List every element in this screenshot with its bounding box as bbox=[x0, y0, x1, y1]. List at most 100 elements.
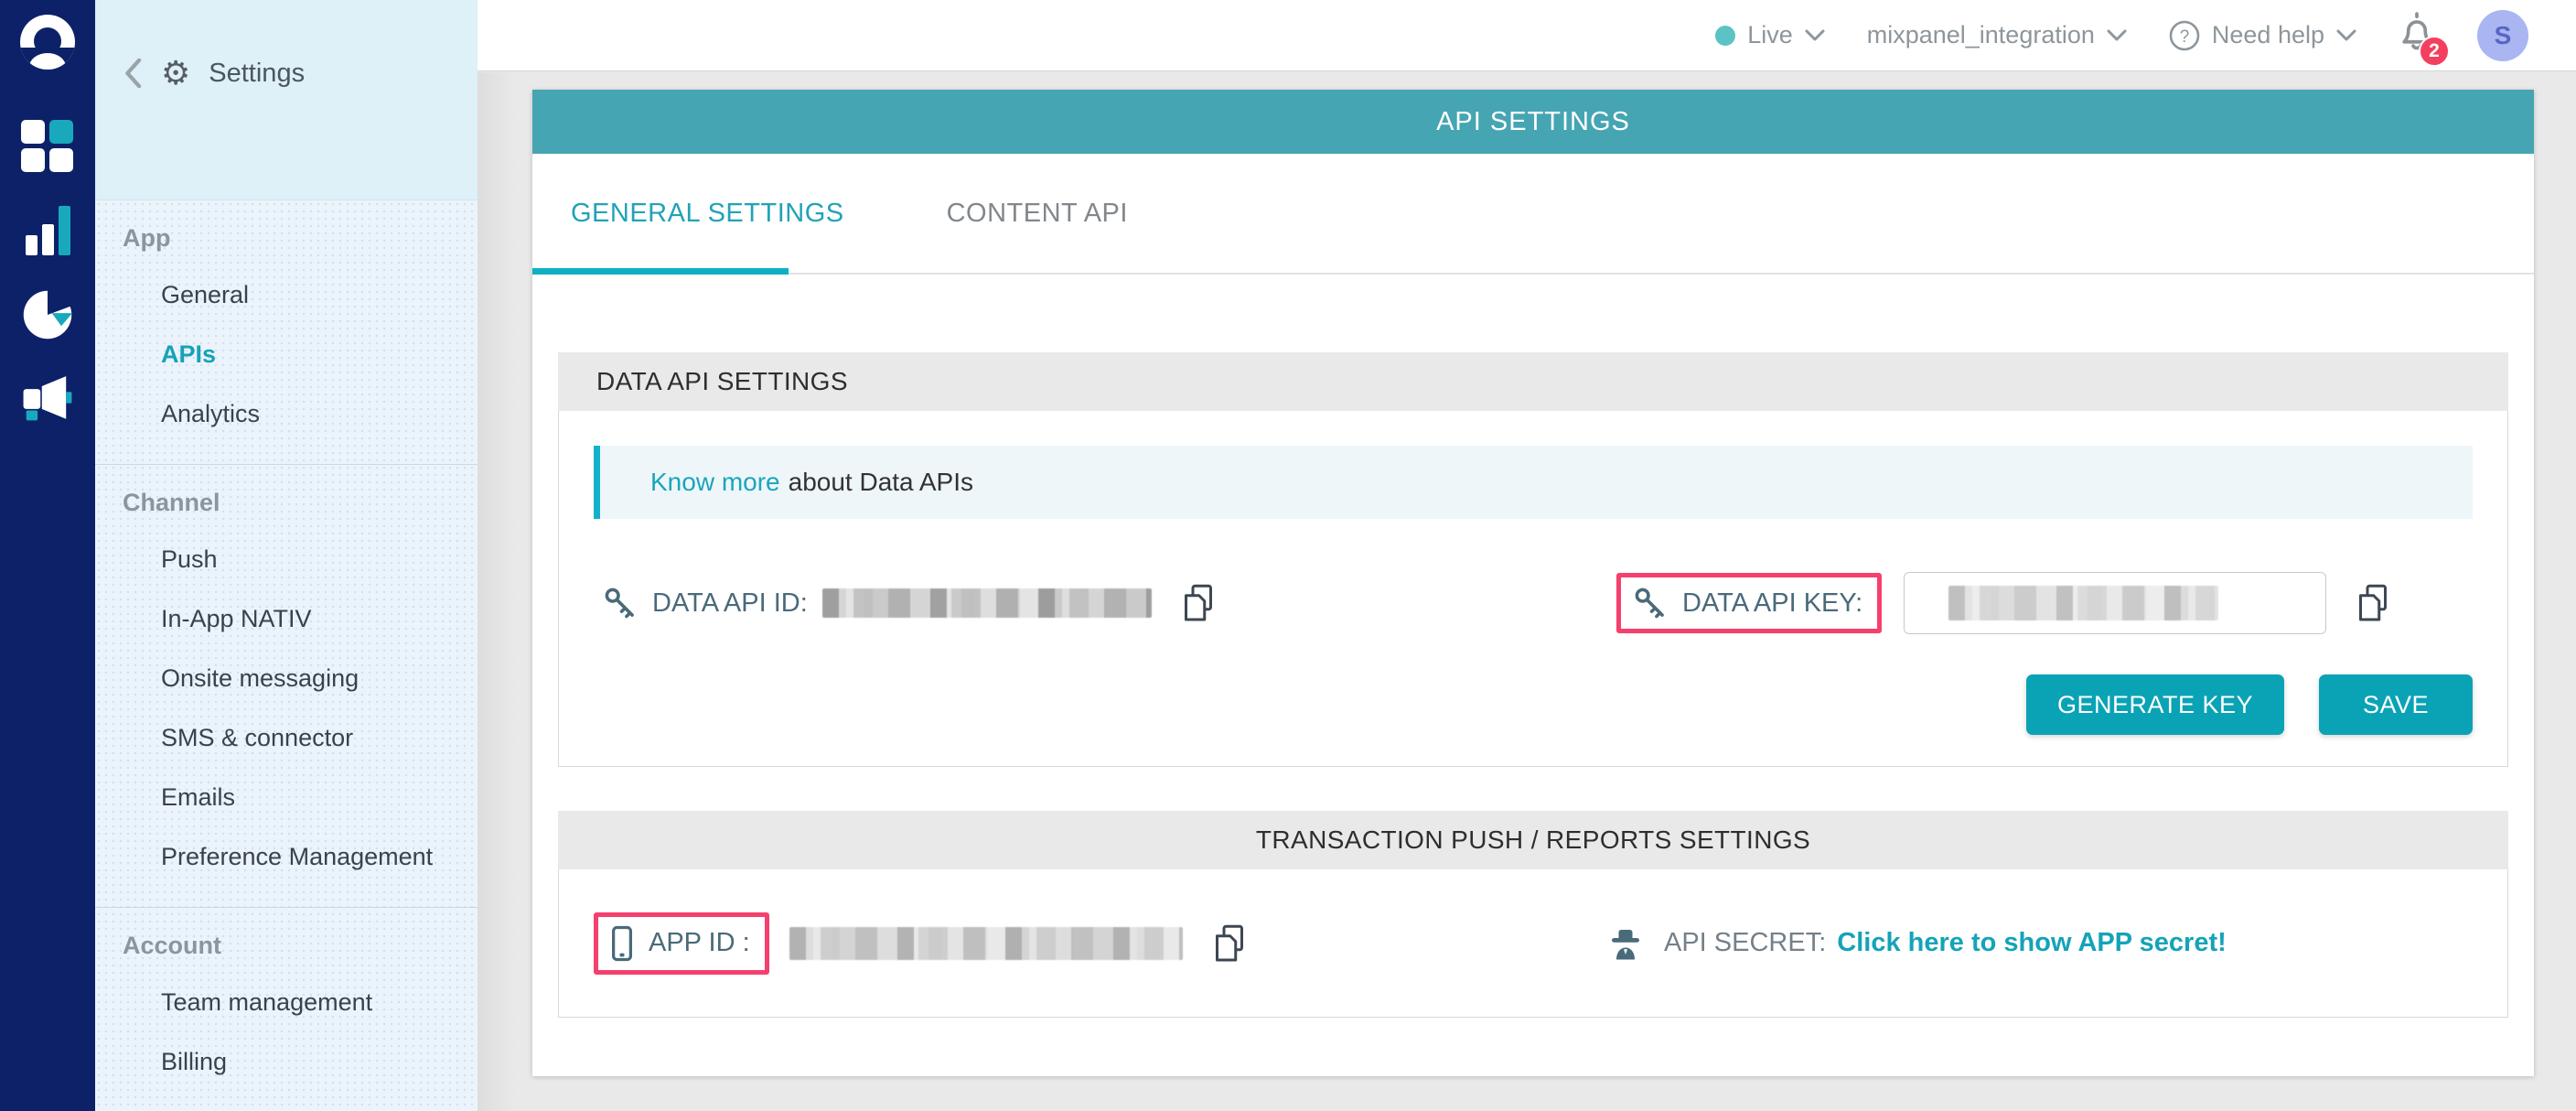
bar bbox=[41, 224, 54, 255]
data-api-key-input[interactable] bbox=[1904, 572, 2327, 634]
analytics-bars-icon[interactable] bbox=[18, 201, 77, 260]
grid-sq bbox=[21, 148, 45, 172]
notifications-bell[interactable]: 2 bbox=[2399, 11, 2450, 67]
svg-text:?: ? bbox=[2180, 27, 2190, 47]
data-api-section: DATA API SETTINGS Know more about Data A… bbox=[558, 352, 2508, 767]
nav-section-app: App General APIs Analytics bbox=[95, 200, 478, 465]
save-button[interactable]: SAVE bbox=[2319, 674, 2473, 735]
section-label: Channel bbox=[123, 489, 220, 516]
data-api-key-label: DATA API KEY: bbox=[1682, 588, 1863, 618]
topbar: Live mixpanel_integration ? Need help 2 … bbox=[478, 0, 2576, 71]
project-name: mixpanel_integration bbox=[1866, 21, 2095, 49]
data-api-key-field: DATA API KEY: bbox=[1616, 572, 2392, 634]
page-title-bar: API SETTINGS bbox=[532, 90, 2534, 154]
back-chevron-icon[interactable] bbox=[123, 58, 143, 89]
main-content: API SETTINGS GENERAL SETTINGS CONTENT AP… bbox=[478, 72, 2576, 1111]
app-id-value-redacted bbox=[789, 926, 1183, 960]
notification-count-badge: 2 bbox=[2419, 36, 2450, 67]
data-api-id-value-redacted bbox=[821, 588, 1152, 618]
sidebar-item-sms-connector[interactable]: SMS & connector bbox=[161, 724, 354, 751]
spy-secret-icon bbox=[1612, 929, 1639, 959]
project-dropdown[interactable]: mixpanel_integration bbox=[1867, 21, 2127, 49]
transaction-section-header: TRANSACTION PUSH / REPORTS SETTINGS bbox=[558, 811, 2508, 869]
grid-sq-teal bbox=[49, 120, 73, 144]
api-settings-card: API SETTINGS GENERAL SETTINGS CONTENT AP… bbox=[532, 90, 2534, 1076]
need-help-label: Need help bbox=[2211, 21, 2324, 49]
key-icon bbox=[605, 588, 634, 619]
active-tab-underline bbox=[532, 268, 789, 275]
data-api-section-title: DATA API SETTINGS bbox=[596, 367, 848, 395]
transaction-section: TRANSACTION PUSH / REPORTS SETTINGS APP … bbox=[558, 811, 2508, 1018]
data-api-buttons-row: GENERATE KEY SAVE bbox=[594, 674, 2473, 735]
tab-general-settings[interactable]: GENERAL SETTINGS bbox=[571, 198, 844, 228]
dashboard-grid-icon[interactable] bbox=[18, 117, 77, 176]
app-id-label: APP ID : bbox=[649, 928, 750, 957]
section-label: App bbox=[123, 224, 171, 252]
chevron-down-icon bbox=[2107, 29, 2127, 40]
sidebar-nav: App General APIs Analytics Channel Push … bbox=[95, 200, 478, 1111]
data-api-section-body: Know more about Data APIs DATA API ID: bbox=[558, 411, 2508, 767]
bar-teal bbox=[58, 206, 70, 255]
app-id-field: APP ID : bbox=[594, 911, 1607, 975]
sidebar-item-team-management[interactable]: Team management bbox=[161, 988, 373, 1016]
data-api-key-highlight-box: DATA API KEY: bbox=[1616, 573, 1883, 633]
know-more-link[interactable]: Know more bbox=[650, 468, 780, 496]
api-secret-label: API SECRET: bbox=[1664, 928, 1827, 957]
megaphone-glyph bbox=[23, 376, 72, 421]
data-api-key-value-redacted bbox=[1948, 586, 2219, 620]
bar bbox=[25, 235, 38, 255]
sidebar-item-push[interactable]: Push bbox=[161, 545, 218, 573]
chevron-down-icon bbox=[2336, 29, 2356, 40]
pie-chart-glyph bbox=[23, 288, 73, 340]
campaigns-megaphone-icon[interactable] bbox=[18, 370, 77, 428]
sidebar-title: Settings bbox=[209, 58, 306, 88]
sidebar-header: ⚙ Settings bbox=[95, 0, 478, 200]
sidebar-item-inapp-nativ[interactable]: In-App NATIV bbox=[161, 605, 312, 632]
api-secret-field: API SECRET: Click here to show APP secre… bbox=[1607, 925, 2227, 962]
data-api-id-label: DATA API ID: bbox=[652, 588, 808, 618]
data-api-id-field: DATA API ID: bbox=[603, 582, 1616, 624]
app-id-highlight-box: APP ID : bbox=[594, 911, 769, 975]
sidebar-item-general[interactable]: General bbox=[161, 281, 250, 308]
sidebar-item-apis[interactable]: APIs bbox=[161, 340, 217, 368]
sidebar-item-onsite-messaging[interactable]: Onsite messaging bbox=[161, 664, 360, 692]
question-icon: ? bbox=[2169, 20, 2200, 50]
page-title: API SETTINGS bbox=[1436, 106, 1630, 136]
sidebar-item-preference-management[interactable]: Preference Management bbox=[161, 843, 434, 870]
nav-section-channel: Channel Push In-App NATIV Onsite messagi… bbox=[95, 465, 478, 908]
tab-bar: GENERAL SETTINGS CONTENT API bbox=[532, 154, 2534, 275]
need-help-dropdown[interactable]: ? Need help bbox=[2169, 20, 2356, 51]
grid-sq bbox=[21, 120, 45, 144]
sidebar-item-analytics[interactable]: Analytics bbox=[161, 400, 261, 427]
data-api-section-header: DATA API SETTINGS bbox=[558, 352, 2508, 411]
brand-logo[interactable] bbox=[20, 15, 75, 70]
generate-key-button[interactable]: GENERATE KEY bbox=[2025, 674, 2284, 735]
settings-sidebar: ⚙ Settings App General APIs Analytics Ch… bbox=[95, 0, 478, 1111]
logo-person-shoulders bbox=[29, 53, 66, 70]
section-label: Account bbox=[123, 932, 221, 959]
transaction-section-title: TRANSACTION PUSH / REPORTS SETTINGS bbox=[1255, 825, 1811, 854]
rail-nav bbox=[18, 117, 77, 428]
sidebar-item-billing[interactable]: Billing bbox=[161, 1048, 228, 1075]
reports-pie-icon[interactable] bbox=[18, 286, 77, 344]
sidebar-item-emails[interactable]: Emails bbox=[161, 783, 236, 811]
live-label: Live bbox=[1747, 21, 1793, 49]
gear-icon: ⚙ bbox=[161, 54, 191, 92]
live-status-dropdown[interactable]: Live bbox=[1715, 21, 1825, 49]
key-icon bbox=[1635, 588, 1664, 619]
user-avatar[interactable]: S bbox=[2477, 9, 2528, 61]
mobile-phone-icon bbox=[612, 925, 632, 961]
show-app-secret-link[interactable]: Click here to show APP secret! bbox=[1837, 928, 2227, 957]
tab-content-api[interactable]: CONTENT API bbox=[946, 198, 1128, 228]
copy-icon[interactable] bbox=[1179, 582, 1218, 624]
app-rail bbox=[0, 0, 95, 1111]
nav-section-account: Account Team management Billing bbox=[95, 908, 478, 1111]
grid-sq bbox=[49, 148, 73, 172]
api-fields-row: DATA API ID: bbox=[594, 572, 2473, 634]
copy-icon[interactable] bbox=[1210, 922, 1249, 965]
know-more-banner: Know more about Data APIs bbox=[594, 446, 2473, 519]
copy-icon[interactable] bbox=[2354, 582, 2392, 624]
live-status-dot bbox=[1715, 25, 1736, 46]
chevron-down-icon bbox=[1805, 29, 1825, 40]
know-more-text: about Data APIs bbox=[788, 468, 973, 496]
